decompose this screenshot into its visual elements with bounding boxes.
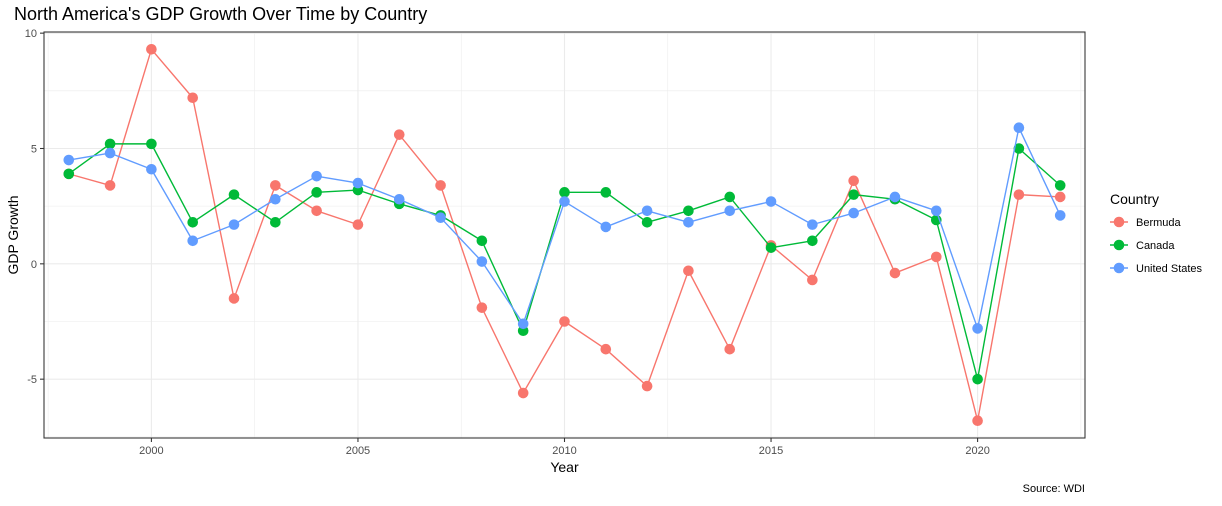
data-point-bermuda — [683, 265, 694, 277]
data-point-united-states — [476, 256, 488, 267]
data-point-canada — [63, 168, 75, 180]
data-point-canada — [228, 189, 240, 200]
data-point-canada — [187, 217, 199, 228]
data-point-united-states — [311, 170, 322, 182]
data-point-bermuda — [600, 343, 612, 355]
data-point-canada — [476, 235, 488, 247]
data-point-bermuda — [146, 44, 157, 55]
data-point-canada — [765, 242, 777, 253]
data-point-united-states — [1013, 122, 1025, 134]
data-point-canada — [724, 191, 736, 203]
data-point-united-states — [724, 205, 736, 217]
legend-key-point — [1113, 262, 1125, 274]
data-point-united-states — [683, 217, 694, 228]
data-point-united-states — [807, 219, 818, 230]
series-layer — [63, 44, 1066, 426]
data-point-bermuda — [104, 180, 116, 191]
legend-label-canada: Canada — [1136, 240, 1175, 252]
data-point-bermuda — [889, 267, 901, 279]
data-point-united-states — [848, 207, 859, 219]
data-point-united-states — [187, 235, 199, 247]
data-point-bermuda — [228, 293, 240, 304]
data-point-bermuda — [930, 251, 942, 263]
legend-title: Country — [1110, 191, 1159, 207]
data-point-united-states — [1054, 210, 1066, 221]
data-point-bermuda — [187, 92, 199, 104]
legend-key-point — [1113, 216, 1125, 228]
data-point-united-states — [352, 177, 364, 189]
data-point-united-states — [146, 163, 157, 175]
legend-items: Bermuda Canada United States — [1110, 216, 1203, 275]
data-point-bermuda — [724, 343, 736, 355]
data-point-bermuda — [270, 180, 281, 191]
data-point-canada — [807, 235, 818, 247]
data-point-bermuda — [517, 387, 529, 399]
data-point-bermuda — [1054, 191, 1066, 203]
data-point-united-states — [517, 318, 529, 330]
data-point-united-states — [228, 219, 240, 230]
data-point-bermuda — [476, 302, 488, 313]
y-axis-title: GDP Growth — [5, 195, 21, 274]
x-tick-label: 2005 — [346, 445, 370, 457]
axis-layer: 2000 2005 2010 2015 2020 -5 0 5 10 — [25, 28, 990, 457]
chart-caption: Source: WDI — [1023, 483, 1085, 495]
data-point-canada — [311, 187, 322, 198]
data-point-canada — [1013, 143, 1025, 154]
data-point-united-states — [765, 196, 777, 207]
data-point-united-states — [435, 212, 446, 223]
data-point-canada — [641, 217, 653, 228]
series-bermuda — [63, 44, 1066, 426]
data-point-united-states — [63, 154, 75, 166]
x-axis-title: Year — [550, 459, 579, 475]
data-point-bermuda — [311, 205, 322, 217]
data-point-united-states — [559, 196, 570, 207]
x-tick-label: 2010 — [552, 445, 576, 457]
data-point-bermuda — [1013, 189, 1025, 200]
data-point-canada — [146, 138, 157, 150]
data-point-canada — [683, 205, 694, 217]
data-point-bermuda — [807, 274, 818, 286]
data-point-bermuda — [559, 316, 570, 327]
y-tick-label: 10 — [25, 28, 37, 40]
legend-key-point — [1113, 239, 1125, 251]
data-point-canada — [972, 373, 983, 385]
data-point-canada — [104, 138, 116, 150]
data-point-united-states — [270, 193, 281, 205]
data-point-bermuda — [352, 219, 364, 230]
data-point-united-states — [930, 205, 942, 217]
series-united-states — [63, 122, 1066, 334]
data-point-united-states — [600, 221, 612, 233]
data-point-united-states — [972, 323, 983, 334]
data-point-united-states — [641, 205, 653, 217]
data-point-canada — [848, 189, 859, 200]
data-point-bermuda — [435, 180, 446, 191]
legend-item-united-states: United States — [1110, 262, 1203, 275]
grid-layer — [44, 32, 1085, 438]
legend: Country Bermuda Canada United States — [1110, 191, 1203, 275]
data-point-united-states — [104, 147, 116, 159]
data-point-bermuda — [641, 380, 653, 392]
legend-label-united-states: United States — [1136, 263, 1203, 275]
y-tick-label: 0 — [31, 259, 37, 271]
data-point-bermuda — [393, 129, 405, 140]
chart-title: North America's GDP Growth Over Time by … — [14, 4, 427, 24]
legend-label-bermuda: Bermuda — [1136, 217, 1182, 229]
data-point-bermuda — [972, 415, 983, 426]
legend-item-bermuda: Bermuda — [1110, 216, 1182, 229]
data-point-bermuda — [848, 175, 859, 187]
data-point-united-states — [889, 191, 901, 203]
legend-item-canada: Canada — [1110, 239, 1175, 252]
data-point-canada — [1054, 180, 1066, 191]
data-point-canada — [600, 187, 612, 198]
x-tick-label: 2000 — [139, 445, 163, 457]
data-point-canada — [559, 187, 570, 198]
data-point-canada — [270, 217, 281, 228]
x-tick-label: 2020 — [965, 445, 989, 457]
y-tick-label: -5 — [27, 374, 37, 386]
x-tick-label: 2015 — [759, 445, 783, 457]
data-point-united-states — [393, 193, 405, 205]
y-tick-label: 5 — [31, 143, 37, 155]
